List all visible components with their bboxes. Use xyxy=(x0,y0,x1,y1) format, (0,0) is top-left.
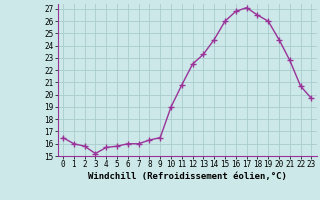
X-axis label: Windchill (Refroidissement éolien,°C): Windchill (Refroidissement éolien,°C) xyxy=(88,172,287,181)
